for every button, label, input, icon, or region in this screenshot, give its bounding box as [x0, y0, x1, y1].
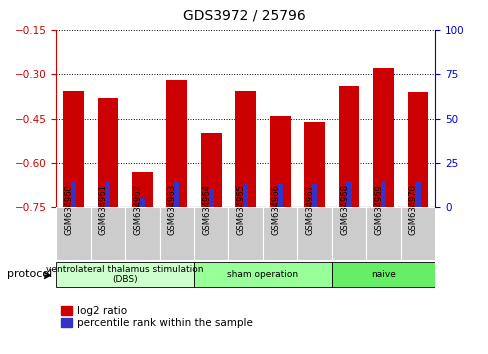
- Bar: [98, 98, 118, 207]
- Bar: [297, 207, 331, 260]
- Bar: [228, 207, 263, 260]
- Bar: [407, 92, 427, 207]
- Text: GSM634960: GSM634960: [64, 184, 73, 235]
- Bar: [105, 181, 110, 207]
- Bar: [63, 91, 83, 207]
- Text: ventrolateral thalamus stimulation
(DBS): ventrolateral thalamus stimulation (DBS): [46, 265, 203, 284]
- Text: GSM634963: GSM634963: [167, 184, 177, 235]
- Bar: [201, 133, 221, 207]
- Text: protocol: protocol: [7, 269, 53, 279]
- Bar: [263, 207, 297, 260]
- Bar: [159, 207, 194, 260]
- Text: GSM634969: GSM634969: [374, 184, 383, 235]
- Text: GDS3972 / 25796: GDS3972 / 25796: [183, 9, 305, 23]
- Bar: [311, 184, 317, 207]
- Bar: [71, 181, 76, 207]
- Bar: [235, 91, 256, 207]
- Bar: [56, 262, 194, 287]
- Bar: [174, 181, 179, 207]
- Bar: [56, 207, 90, 260]
- Text: GSM634965: GSM634965: [236, 184, 245, 235]
- Bar: [380, 181, 386, 207]
- Legend: log2 ratio, percentile rank within the sample: log2 ratio, percentile rank within the s…: [61, 306, 252, 328]
- Bar: [372, 68, 393, 207]
- Text: GSM634968: GSM634968: [339, 184, 348, 235]
- Text: GSM634961: GSM634961: [99, 184, 108, 235]
- Text: sham operation: sham operation: [227, 270, 298, 279]
- Bar: [346, 181, 351, 207]
- Bar: [194, 262, 331, 287]
- Bar: [414, 181, 420, 207]
- Text: naive: naive: [370, 270, 395, 279]
- Bar: [400, 207, 434, 260]
- Text: GSM634962: GSM634962: [133, 184, 142, 235]
- Text: GSM634966: GSM634966: [271, 184, 280, 235]
- Bar: [208, 189, 213, 207]
- Bar: [194, 207, 228, 260]
- Bar: [140, 198, 144, 207]
- Bar: [338, 86, 359, 207]
- Bar: [277, 184, 282, 207]
- Bar: [166, 80, 187, 207]
- Text: GSM634964: GSM634964: [202, 184, 211, 235]
- Bar: [366, 207, 400, 260]
- Text: GSM634970: GSM634970: [408, 184, 417, 235]
- Bar: [125, 207, 159, 260]
- Bar: [269, 116, 290, 207]
- Bar: [304, 121, 325, 207]
- Bar: [331, 262, 434, 287]
- Bar: [331, 207, 366, 260]
- Bar: [132, 172, 152, 207]
- Bar: [90, 207, 125, 260]
- Text: GSM634967: GSM634967: [305, 184, 314, 235]
- Bar: [243, 184, 248, 207]
